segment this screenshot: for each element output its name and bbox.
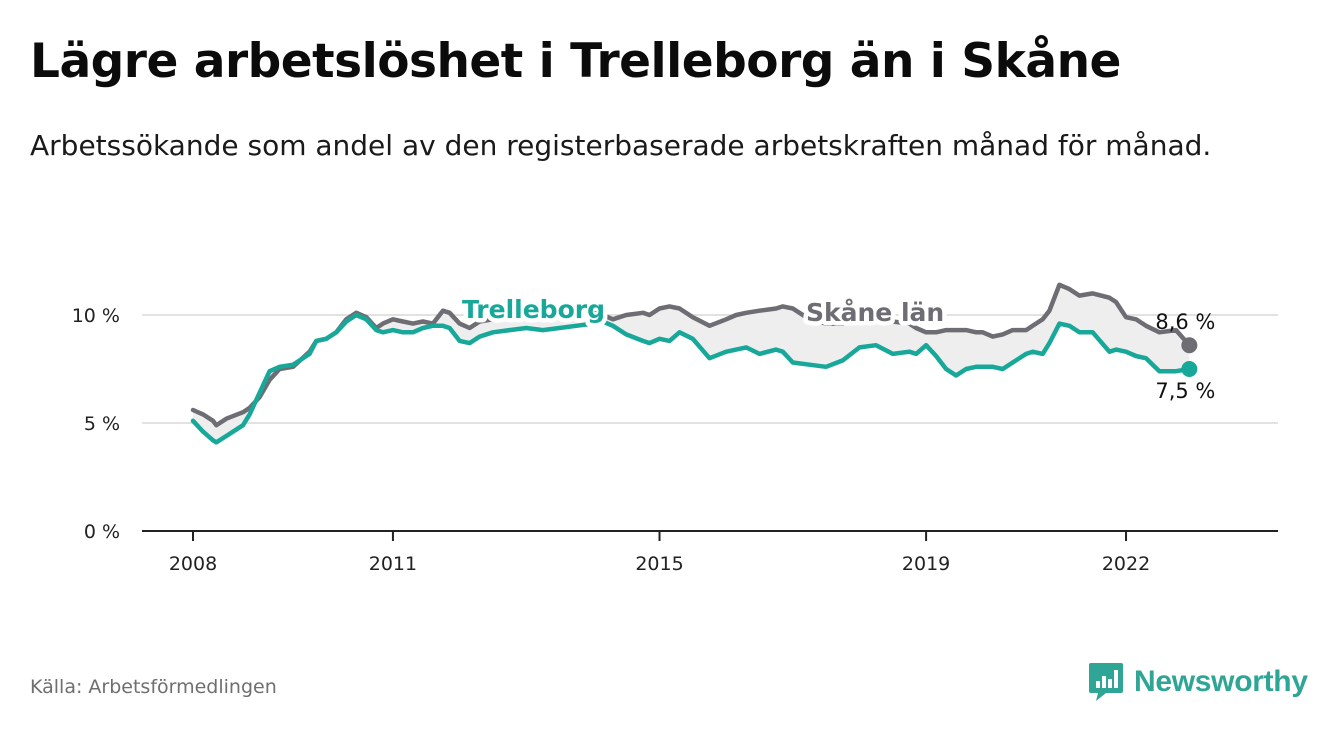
end-point-trelleborg [1181,361,1198,377]
newsworthy-logo-icon [1089,663,1123,701]
x-tick-label: 2019 [902,553,950,575]
x-tick-label: 2015 [635,553,683,575]
x-tick-label: 2008 [169,553,217,575]
x-tick-label: 2011 [369,553,417,575]
y-tick-label: 0 % [84,521,120,543]
difference-band-area [193,284,1190,443]
end-label-trelleborg: 7,5 % [1155,379,1215,403]
end-label-skane: 8,6 % [1155,310,1215,334]
x-tick-label: 2022 [1102,553,1150,575]
difference-band [193,284,1190,443]
series-line-trelleborg [190,312,1192,445]
page-title: Lägre arbetslöshet i Trelleborg än i Skå… [30,34,1121,89]
newsworthy-logo[interactable]: Newsworthy [1088,660,1308,704]
y-tick-label: 10 % [72,305,120,327]
series-lines [190,282,1198,445]
series-label-skane: Skåne län [806,298,944,327]
source-note: Källa: Arbetsförmedlingen [30,676,277,698]
brand-name: Newsworthy [1134,665,1308,698]
page-subtitle: Arbetssökande som andel av den registerb… [30,129,1212,162]
x-axis: 2008 2011 2015 2019 2022 [142,530,1278,575]
series-label-trelleborg: Trelleborg [462,295,605,324]
annotations: 8,6 % 7,5 % Trelleborg Skåne län [458,291,1216,404]
y-tick-label: 5 % [84,413,120,435]
end-point-skane [1181,337,1198,354]
